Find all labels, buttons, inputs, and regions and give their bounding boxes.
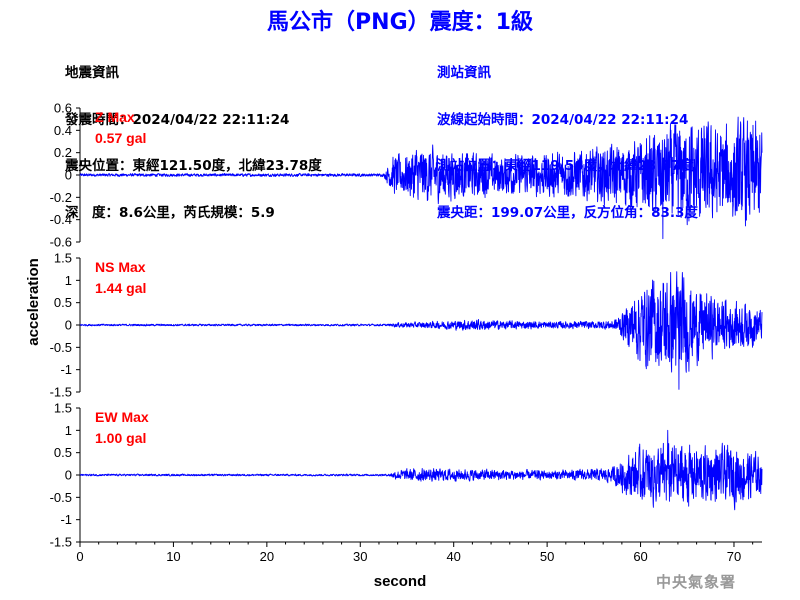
agency-watermark: 中央氣象署 (656, 573, 737, 591)
ew-waveform (79, 429, 763, 511)
max-value: 1.00 gal (95, 430, 146, 446)
y-tick-label: -1.5 (50, 385, 72, 400)
station-info-heading: 測站資訊 (437, 65, 491, 81)
y-tick-label: -0.6 (50, 235, 72, 250)
y-tick-label: 0.6 (54, 101, 72, 116)
y-tick-label: -0.2 (50, 190, 72, 205)
panel-z: 0.6 0.4 0.2 0 -0.2 -0.4 -0.6 Z Max 0.57 gal (50, 101, 763, 250)
y-tick-label: 0.4 (54, 123, 72, 138)
y-tick-label: 0.5 (54, 295, 72, 310)
y-tick-label: 0 (65, 168, 72, 183)
max-value: 1.44 gal (95, 280, 146, 296)
epicentral-distance-azimuth: 震央距：199.07公里，反方位角：83.3度 (437, 204, 698, 221)
y-tick-label: 0 (65, 468, 72, 483)
x-tick-label: 0 (76, 549, 83, 564)
y-tick-label: -1 (60, 512, 72, 527)
y-tick-label: 1.5 (54, 401, 72, 416)
x-tick-label: 30 (353, 549, 367, 564)
y-tick-label: -0.4 (50, 212, 72, 227)
z-waveform (79, 116, 763, 240)
waveform-start-time: 波線起始時間：2024/04/22 22:11:24 (437, 111, 689, 128)
y-tick-label: 0 (65, 318, 72, 333)
panel-ns: 1.5 1 0.5 0 -0.5 -1 -1.5 NS Max 1.44 gal (50, 251, 763, 400)
y-axis-label: acceleration (25, 258, 42, 346)
max-label: EW Max (95, 409, 149, 425)
earthquake-info-heading: 地震資訊 (65, 65, 119, 81)
earthquake-info-block: 地震資訊 發震時間：2024/04/22 22:11:24 震央位置：東經121… (65, 35, 322, 237)
max-value: 0.57 gal (95, 130, 146, 146)
panel-ew: 1.5 1 0.5 0 -0.5 -1 -1.5 EW Max 1.00 gal (50, 401, 763, 550)
y-tick-label: 0.5 (54, 445, 72, 460)
y-tick-label: -1 (60, 362, 72, 377)
y-tick-label: 1 (65, 423, 72, 438)
x-tick-label: 60 (633, 549, 647, 564)
chart-title: 馬公市（PNG）震度：1級 (267, 10, 533, 35)
x-tick-label: 50 (540, 549, 554, 564)
x-tick-label: 40 (446, 549, 460, 564)
y-tick-label: -0.5 (50, 490, 72, 505)
x-axis-label: second (374, 573, 427, 590)
y-tick-label: -1.5 (50, 535, 72, 550)
y-tick-label: 0.2 (54, 145, 72, 160)
epicenter-location: 震央位置：東經121.50度，北緯23.78度 (65, 158, 322, 174)
y-tick-label: 1 (65, 273, 72, 288)
x-axis: 0 10 20 30 40 50 60 70 (76, 541, 762, 564)
depth-and-magnitude: 深 度：8.6公里，芮氏規模：5.9 (65, 204, 275, 221)
y-tick-label: 1.5 (54, 251, 72, 266)
y-tick-label: -0.5 (50, 340, 72, 355)
ns-waveform (79, 271, 763, 390)
origin-time: 發震時間：2024/04/22 22:11:24 (65, 111, 290, 128)
x-tick-label: 10 (166, 549, 180, 564)
x-tick-label: 20 (260, 549, 274, 564)
max-label: Z Max (95, 109, 135, 125)
x-tick-label: 70 (727, 549, 741, 564)
max-label: NS Max (95, 259, 146, 275)
